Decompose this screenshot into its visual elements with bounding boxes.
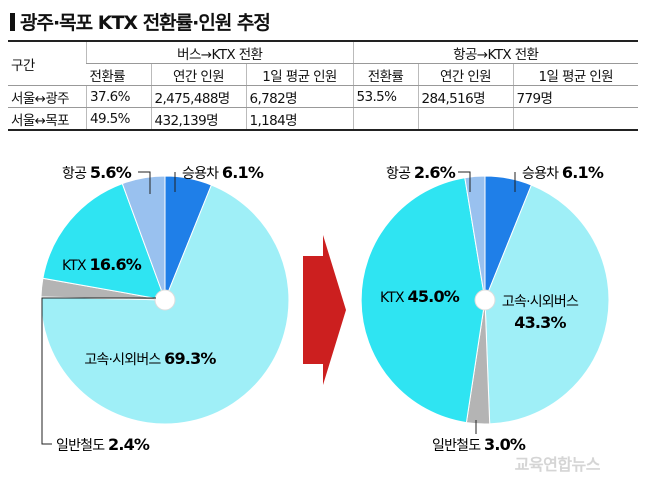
table-row: 서울↔목포 49.5% 432,139명 1,184명: [8, 107, 638, 131]
cell-bus-rate: 49.5%: [86, 107, 151, 131]
subheader-bus-daily: 1일 평균 인원: [245, 63, 353, 86]
group-header-air: 항공→KTX 전환: [352, 40, 638, 64]
title-text: 광주·목포 KTX 전환률·인원 추정: [20, 12, 271, 34]
slice-leader-line: [138, 171, 151, 194]
slice-label: 고속·시외버스 69.3%: [84, 349, 216, 368]
slice-label: 승용차 6.1%: [522, 163, 604, 182]
row-route: 서울↔목포: [8, 107, 87, 131]
cell-bus-daily: 1,184명: [245, 107, 353, 131]
slice-label: 항공 2.6%: [386, 163, 456, 182]
slice-label: KTX 45.0%: [380, 287, 460, 306]
cell-air-annual: 284,516명: [417, 85, 513, 108]
cell-bus-annual: 2,475,488명: [150, 85, 246, 108]
pie-chart-after: 승용차 6.1% 고속·시외버스 43.3% 일반철도 3.0% KTX 45.0% 항공…: [360, 163, 610, 454]
subheader-bus-annual: 연간 인원: [150, 63, 246, 86]
slice-leader-line: [41, 297, 156, 445]
pie-slice: [464, 175, 486, 301]
slice-label: 항공 5.6%: [62, 163, 132, 182]
pie-center-hole: [154, 289, 176, 311]
page-title: 광주·목포 KTX 전환률·인원 추정: [10, 8, 271, 35]
pie-charts: 승용차 6.1% 고속·시외버스 69.3% 일반철도 2.4% KTX 16.6% 항…: [40, 163, 610, 474]
slice-label: 일반철도 2.4%: [56, 435, 150, 454]
subheader-air-daily: 1일 평균 인원: [512, 63, 638, 86]
cell-air-rate: [352, 107, 418, 131]
slice-label: KTX 16.6%: [62, 255, 142, 274]
group-header-bus: 버스→KTX 전환: [86, 40, 353, 64]
region-header: 구간: [8, 40, 87, 86]
cell-air-daily: [512, 107, 638, 131]
pie-slice: [121, 175, 166, 301]
slice-label: 일반철도 3.0%: [432, 435, 526, 454]
slice-label: 고속·시외버스 43.3%: [502, 294, 579, 332]
pie-center-hole: [474, 289, 496, 311]
watermark: 교육연합뉴스: [515, 455, 601, 474]
pie-slice: [360, 177, 486, 424]
cell-air-rate: 53.5%: [352, 85, 418, 108]
right-arrow-icon: [303, 235, 346, 385]
cell-air-annual: [417, 107, 513, 131]
title-marker: [10, 12, 15, 31]
subheader-bus-rate: 전환률: [86, 63, 151, 86]
cell-bus-rate: 37.6%: [86, 85, 151, 108]
cell-air-daily: 779명: [512, 85, 638, 108]
subheader-air-rate: 전환률: [352, 63, 418, 86]
slice-leader-line: [458, 171, 471, 192]
row-route: 서울↔광주: [8, 85, 87, 108]
slice-label: 승용차 6.1%: [182, 163, 264, 182]
cell-bus-daily: 6,782명: [245, 85, 353, 108]
pie-chart-before: 승용차 6.1% 고속·시외버스 69.3% 일반철도 2.4% KTX 16.6% 항…: [40, 163, 290, 454]
table-row: 서울↔광주 37.6% 2,475,488명 6,782명 53.5% 284,…: [8, 85, 638, 108]
stats-table: 구간 버스→KTX 전환 항공→KTX 전환 전환률 연간 인원 1일 평균 인…: [8, 40, 638, 131]
pie-slice: [42, 182, 166, 301]
pie-slice: [484, 184, 610, 425]
table-subheader-row: 전환률 연간 인원 1일 평균 인원 전환률 연간 인원 1일 평균 인원: [8, 63, 638, 86]
table-header-row: 구간 버스→KTX 전환 항공→KTX 전환: [8, 40, 638, 86]
subheader-air-annual: 연간 인원: [417, 63, 513, 86]
cell-bus-annual: 432,139명: [150, 107, 246, 131]
